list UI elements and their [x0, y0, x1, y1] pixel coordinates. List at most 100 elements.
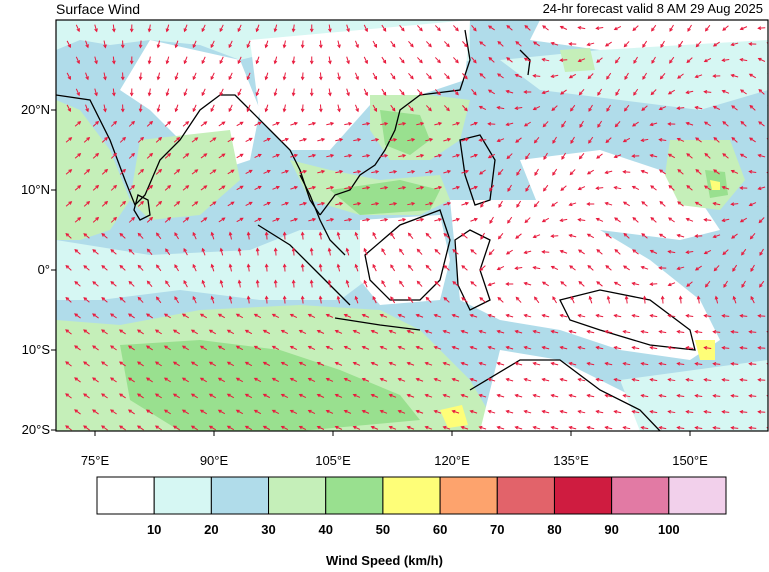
wind-arrow	[237, 88, 242, 97]
wind-arrow	[380, 185, 389, 190]
wind-arrow	[300, 40, 305, 49]
wind-arrow	[750, 264, 755, 272]
wind-arrow	[308, 121, 317, 126]
wind-arrow	[712, 234, 721, 239]
wind-arrow	[649, 282, 658, 286]
wind-arrow	[183, 56, 188, 65]
wind-arrow	[731, 233, 738, 239]
map-title: Surface Wind	[56, 1, 141, 17]
wind-arrow	[461, 265, 468, 271]
wind-arrow	[748, 73, 757, 79]
wind-arrow	[290, 185, 299, 190]
wind-arrow	[74, 249, 81, 255]
wind-arrow	[559, 218, 568, 223]
wind-arrow	[748, 362, 757, 366]
wind-arrow	[273, 24, 278, 33]
philippines-coast	[459, 134, 496, 206]
wind-arrow	[757, 57, 766, 62]
wind-arrow	[236, 153, 244, 159]
wind-arrow	[659, 200, 666, 207]
wind-arrow	[478, 138, 487, 142]
wind-arrow	[586, 393, 595, 398]
wind-arrow	[550, 393, 559, 398]
wind-arrow	[371, 137, 380, 142]
wind-arrow	[469, 409, 478, 414]
wind-arrow	[362, 121, 371, 126]
wind-arrow	[217, 409, 226, 415]
wind-arrow	[570, 295, 575, 304]
wind-arrow	[532, 234, 541, 239]
wind-arrow	[478, 393, 487, 398]
wind-arrow	[390, 104, 396, 112]
wind-arrow	[658, 329, 667, 334]
wind-arrow	[568, 425, 577, 430]
wind-arrow	[235, 377, 244, 383]
wind-arrow	[514, 106, 523, 111]
wind-arrow	[371, 201, 380, 206]
wind-arrow	[415, 345, 424, 350]
wind-arrow	[200, 185, 208, 191]
wind-arrow	[515, 41, 522, 47]
wind-arrow	[650, 185, 657, 191]
wind-arrow	[65, 393, 72, 399]
wind-arrow	[552, 296, 557, 304]
wind-arrow	[343, 345, 352, 350]
wind-arrow	[568, 42, 577, 46]
wind-arrow	[505, 313, 514, 318]
wind-arrow	[101, 168, 109, 175]
wind-arrow	[505, 249, 513, 255]
wind-arrow	[317, 201, 326, 206]
wind-arrow	[291, 247, 296, 256]
sri-lanka-coast	[133, 194, 151, 221]
wind-arrow	[667, 313, 676, 318]
wind-arrow	[550, 234, 559, 238]
wind-arrow	[110, 120, 118, 127]
wind-arrow	[732, 264, 738, 272]
wind-arrow	[766, 426, 768, 429]
lon-label: 105°E	[315, 453, 351, 468]
wind-arrow	[128, 216, 136, 223]
wind-arrow	[739, 314, 748, 318]
wind-arrow	[291, 56, 296, 65]
wind-arrow	[390, 296, 396, 304]
wind-arrow	[424, 425, 433, 430]
wind-arrow	[425, 296, 432, 303]
wind-arrow	[416, 121, 425, 126]
wind-arrow	[613, 281, 622, 287]
wind-arrow	[352, 425, 361, 430]
wind-arrow	[173, 137, 181, 143]
wind-arrow	[119, 136, 127, 143]
wind-arrow	[146, 184, 154, 191]
wind-arrow	[425, 201, 434, 206]
wind-arrow	[623, 41, 630, 48]
wind-arrow	[434, 248, 441, 255]
wind-arrow	[586, 329, 595, 334]
wind-arrow	[406, 329, 415, 334]
wind-arrow	[245, 201, 253, 207]
wind-arrow	[461, 201, 470, 206]
wind-arrow	[388, 425, 397, 430]
wind-arrow	[353, 201, 362, 206]
wind-arrow	[443, 296, 450, 303]
wind-arrow	[523, 377, 532, 382]
wind-arrow	[478, 425, 487, 430]
lon-label: 135°E	[553, 453, 589, 468]
wind-arrow	[147, 88, 152, 97]
wind-arrow	[262, 425, 271, 431]
wind-arrow	[291, 24, 296, 33]
wind-arrow	[337, 104, 341, 113]
legend-title: Wind Speed (km/h)	[326, 553, 443, 568]
wind-arrow	[154, 425, 162, 431]
myanmar-coast	[249, 109, 321, 216]
wind-arrow	[74, 281, 81, 287]
wind-arrow	[488, 56, 495, 63]
wind-arrow	[381, 88, 387, 96]
wind-arrow	[298, 361, 307, 366]
wind-arrow	[757, 346, 766, 350]
wind-arrow	[219, 88, 224, 97]
wind-arrow	[254, 121, 262, 126]
wind-arrow	[300, 263, 305, 272]
wind-arrow	[119, 232, 126, 239]
wind-arrow	[165, 24, 170, 33]
wind-arrow	[712, 105, 721, 111]
